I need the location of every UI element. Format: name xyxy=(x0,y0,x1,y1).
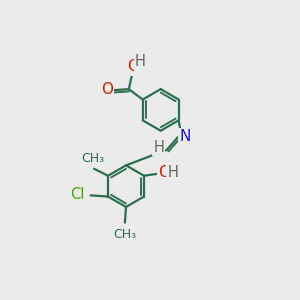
Text: CH₃: CH₃ xyxy=(113,228,136,241)
Text: H: H xyxy=(153,140,164,154)
Text: O: O xyxy=(128,59,140,74)
Text: H: H xyxy=(167,165,178,180)
Text: N: N xyxy=(179,129,191,144)
Text: H: H xyxy=(135,54,146,69)
Text: O: O xyxy=(158,165,170,180)
Text: O: O xyxy=(101,82,113,97)
Text: CH₃: CH₃ xyxy=(81,152,104,165)
Text: Cl: Cl xyxy=(70,188,84,202)
